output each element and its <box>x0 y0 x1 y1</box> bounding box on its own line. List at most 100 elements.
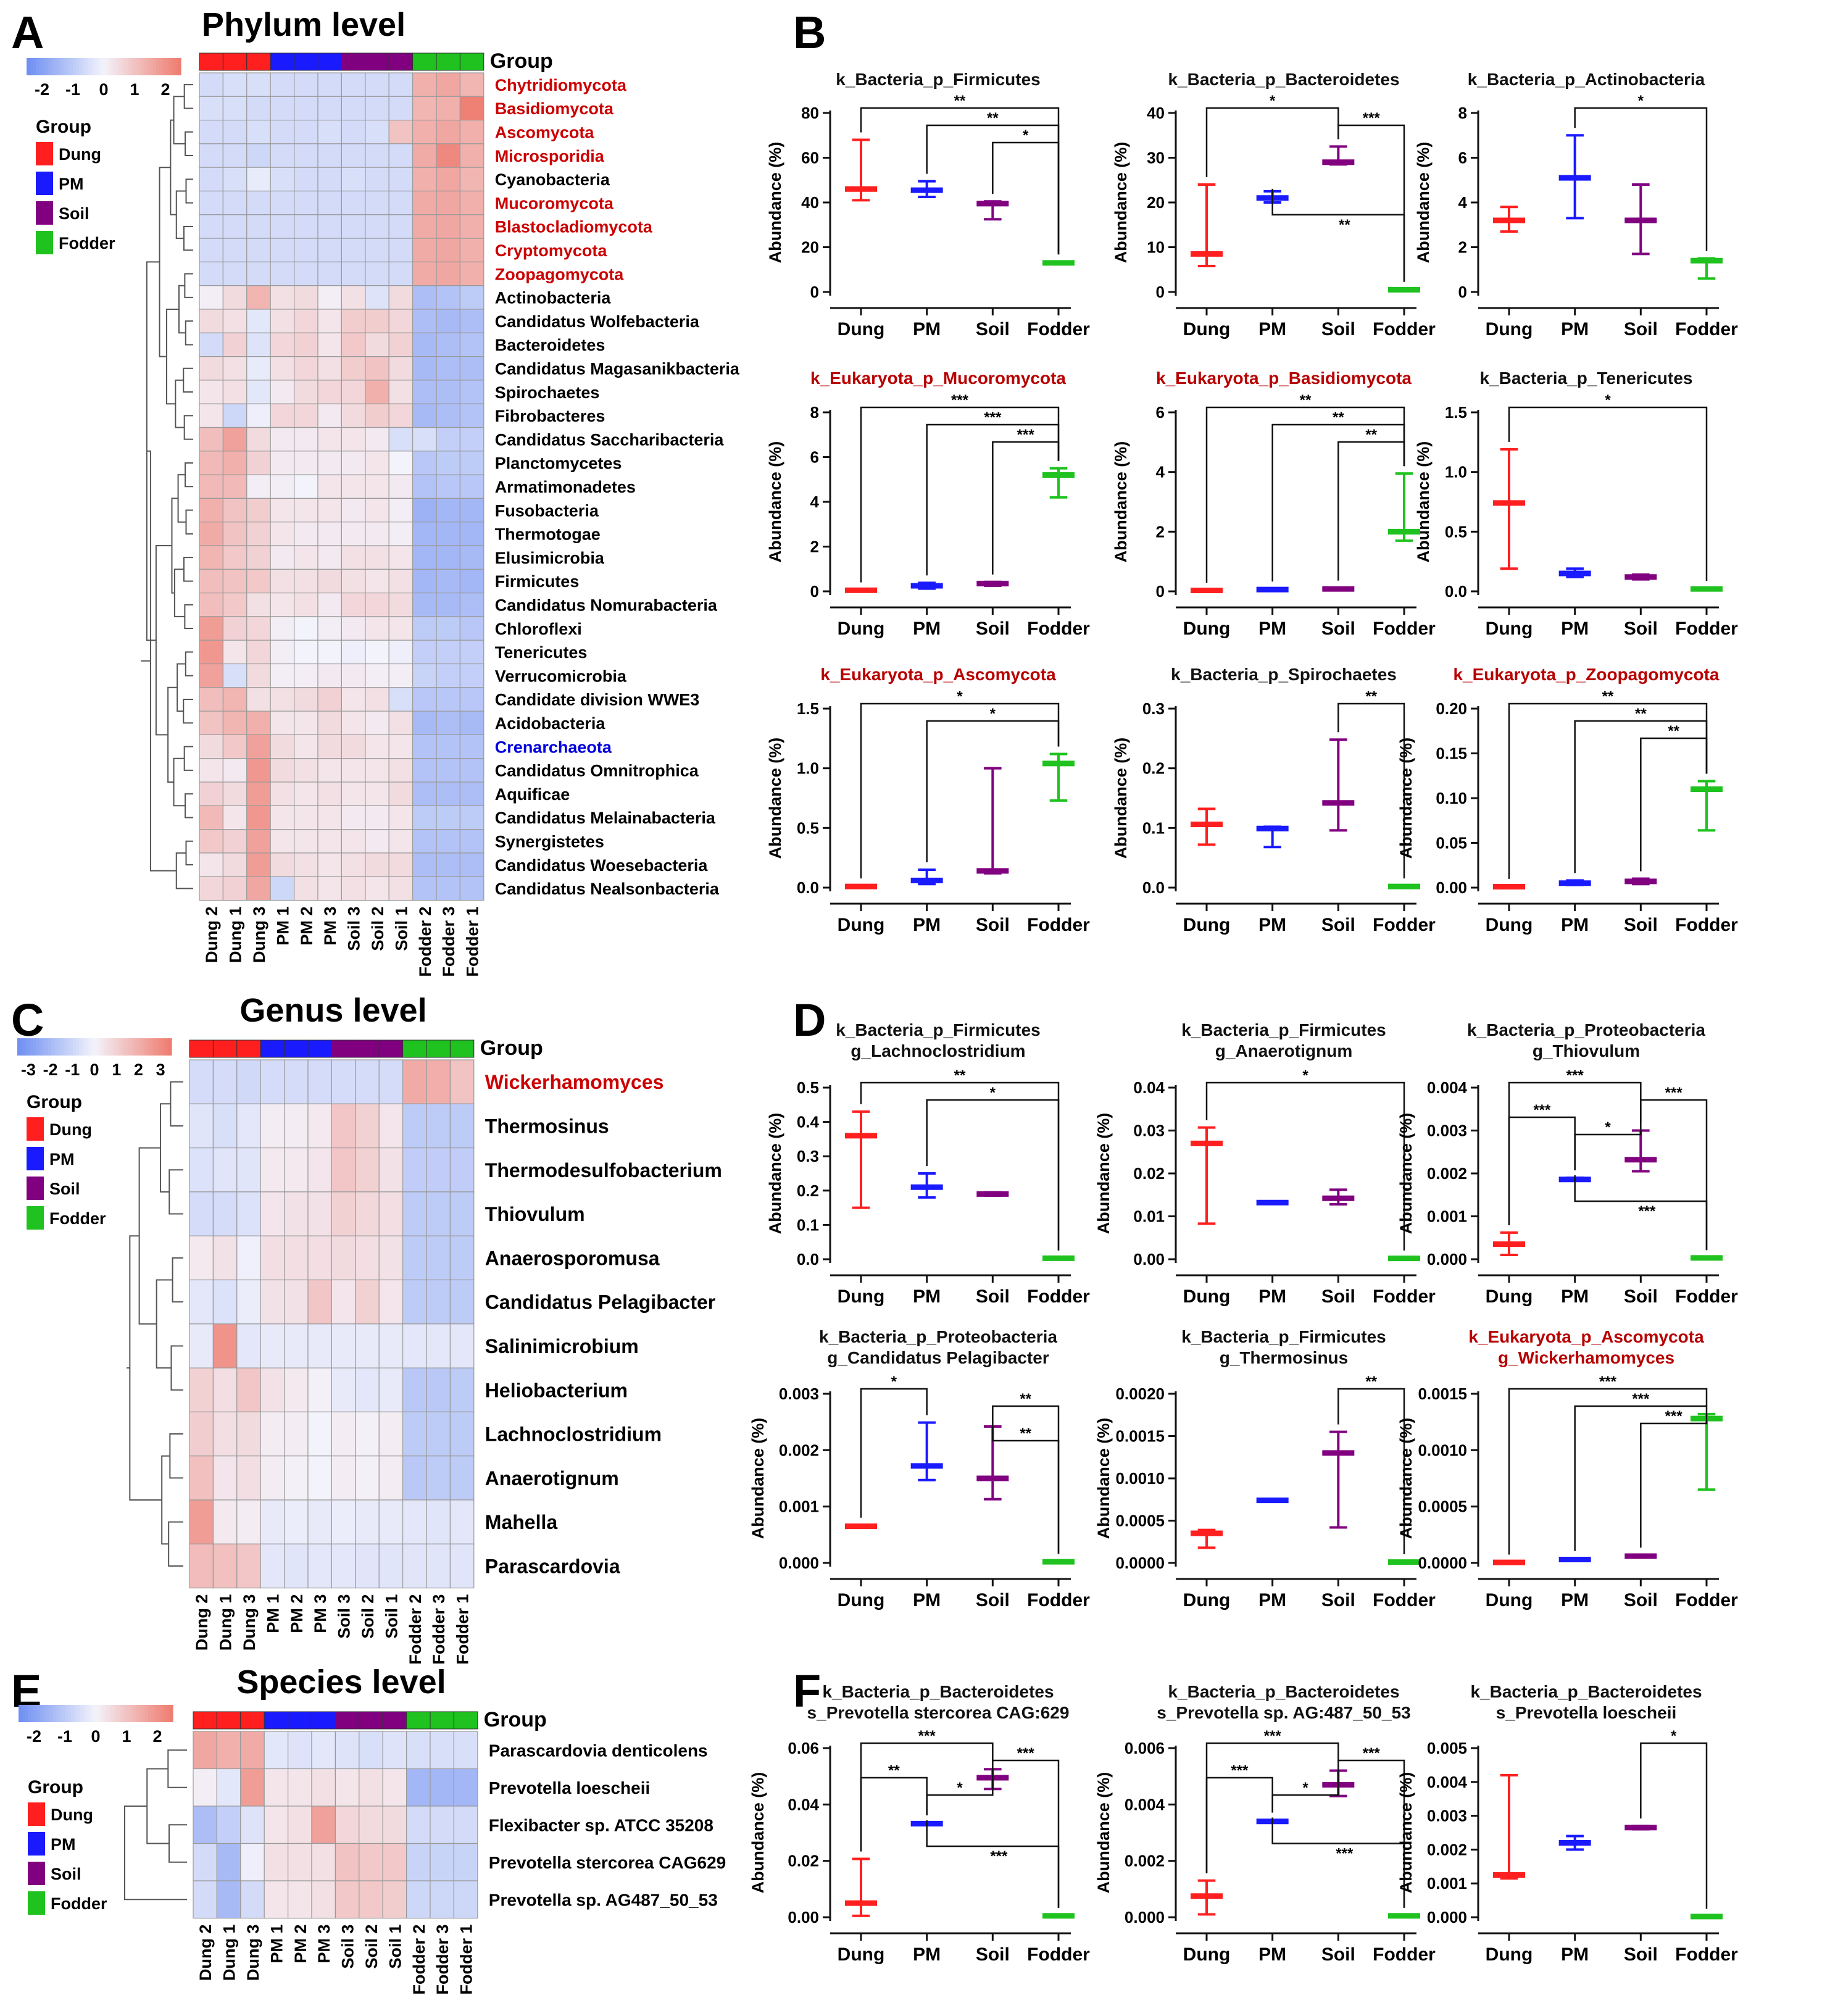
heatmap-cell <box>402 1499 427 1544</box>
heatmap-cell <box>459 72 485 97</box>
legend-label: PM <box>59 175 84 193</box>
color-scale-segment <box>164 1705 167 1722</box>
row-label: Microsporidia <box>495 147 605 165</box>
heatmap-cell <box>199 380 224 404</box>
heatmap-cell <box>222 451 247 475</box>
heatmap-cell <box>270 96 295 121</box>
heatmap-cell <box>216 1731 241 1770</box>
color-scale-segment <box>51 1038 55 1056</box>
heatmap-cell <box>355 1367 380 1413</box>
y-tick-label: 0.0010 <box>1418 1441 1467 1459</box>
heatmap-cell <box>222 545 247 570</box>
heatmap-cell <box>459 332 485 357</box>
dendrogram-branch <box>166 309 179 405</box>
legend-swatch <box>36 172 53 195</box>
heatmap-cell <box>317 710 343 735</box>
heatmap-cell <box>193 1768 218 1807</box>
heatmap-cell <box>365 238 389 263</box>
heatmap-cell <box>426 1499 451 1544</box>
heatmap-cell <box>459 143 485 168</box>
group-bar-cell <box>311 1711 336 1730</box>
x-tick-label: Dung <box>838 319 885 339</box>
heatmap-cell <box>436 214 461 239</box>
color-scale-segment <box>147 1038 151 1056</box>
heatmap-cell <box>453 1731 478 1770</box>
legend-label: Fodder <box>49 1209 106 1228</box>
group-bar-cell <box>430 1711 454 1730</box>
heatmap-cell <box>355 1411 380 1457</box>
chart-title: k_Bacteria_p_Firmicutes <box>1181 1327 1386 1346</box>
heatmap-cell <box>284 1543 309 1589</box>
color-scale-segment <box>104 1038 107 1056</box>
heatmap-cell <box>412 522 437 546</box>
y-tick-label: 0.02 <box>788 1852 819 1870</box>
chart-title: k_Bacteria_p_Bacteroidetes <box>1470 1682 1702 1701</box>
chart-title: k_Bacteria_p_Firmicutes <box>836 70 1041 89</box>
significance-bracket <box>926 1762 994 1816</box>
color-scale-segment <box>91 1038 95 1056</box>
color-scale-segment <box>39 58 43 75</box>
color-scale-segment <box>122 1038 126 1056</box>
heatmap-cell <box>412 781 437 806</box>
heatmap-cell <box>317 828 343 854</box>
heatmap-cell <box>222 663 247 688</box>
heatmap-cell <box>426 1103 451 1149</box>
heatmap-cell <box>355 1543 380 1589</box>
sample-label: PM 1 <box>267 1925 286 1964</box>
x-tick-label: Soil <box>1321 619 1355 639</box>
heatmap-cell <box>459 214 485 239</box>
heatmap-cell <box>294 380 318 404</box>
heatmap-cell <box>246 687 271 712</box>
y-tick-label: 4 <box>810 493 820 511</box>
color-scale-segment <box>104 58 107 75</box>
heatmap-cell <box>222 72 247 97</box>
heatmap-cell <box>430 1880 455 1919</box>
significance-label: ** <box>888 1762 900 1779</box>
heatmap-cell <box>436 309 461 333</box>
heatmap-cell <box>260 1279 285 1325</box>
heatmap-cell <box>412 403 437 428</box>
color-scale-tick: -3 <box>21 1060 36 1079</box>
heatmap-cell <box>270 616 295 641</box>
heatmap-cell <box>294 261 318 286</box>
heatmap-cell <box>294 120 318 144</box>
heatmap-cell <box>412 120 437 144</box>
row-label: Ascomycota <box>495 123 595 141</box>
heatmap-cell <box>236 1191 261 1236</box>
y-tick-label: 4 <box>1156 463 1165 481</box>
y-tick-label: 0.0 <box>1142 878 1165 897</box>
heatmap-cell <box>365 710 389 735</box>
heatmap-cell <box>270 805 295 830</box>
row-label: Chytridiomycota <box>495 76 627 94</box>
color-scale-segment <box>148 1705 152 1722</box>
heatmap-cell <box>430 1731 455 1770</box>
heatmap-cell <box>335 1768 360 1807</box>
heatmap-cell <box>236 1323 261 1368</box>
legend-label: Soil <box>59 204 89 223</box>
group-bar-cell <box>260 1039 285 1058</box>
sample-label: Soil 1 <box>382 1594 401 1639</box>
heatmap-cell <box>246 498 271 523</box>
heatmap-cell <box>365 545 389 570</box>
heatmap-cell <box>453 1768 478 1807</box>
heatmap-cell <box>365 805 389 830</box>
heatmap-cell <box>189 1367 214 1413</box>
color-scale-segment <box>51 58 55 75</box>
heatmap-cell <box>317 427 343 452</box>
group-bar-cell <box>449 1039 475 1058</box>
heatmap-cell <box>317 143 343 168</box>
heatmap-cell <box>307 1191 333 1236</box>
color-scale-tick: 2 <box>134 1060 143 1079</box>
group-bar-cell <box>270 52 295 71</box>
color-scale-segment <box>39 1038 43 1056</box>
heatmap-cell <box>459 852 485 877</box>
sample-label: PM 2 <box>297 907 316 946</box>
heatmap-cell <box>365 522 389 546</box>
heatmap-cell <box>311 1880 336 1919</box>
heatmap-cell <box>388 261 414 286</box>
color-scale-segment <box>99 1705 102 1722</box>
sample-label: Dung 2 <box>193 1594 211 1651</box>
heatmap-cell <box>236 1543 261 1589</box>
y-axis-label: Abundance (%) <box>1397 1418 1415 1539</box>
heatmap-cell <box>270 781 295 806</box>
